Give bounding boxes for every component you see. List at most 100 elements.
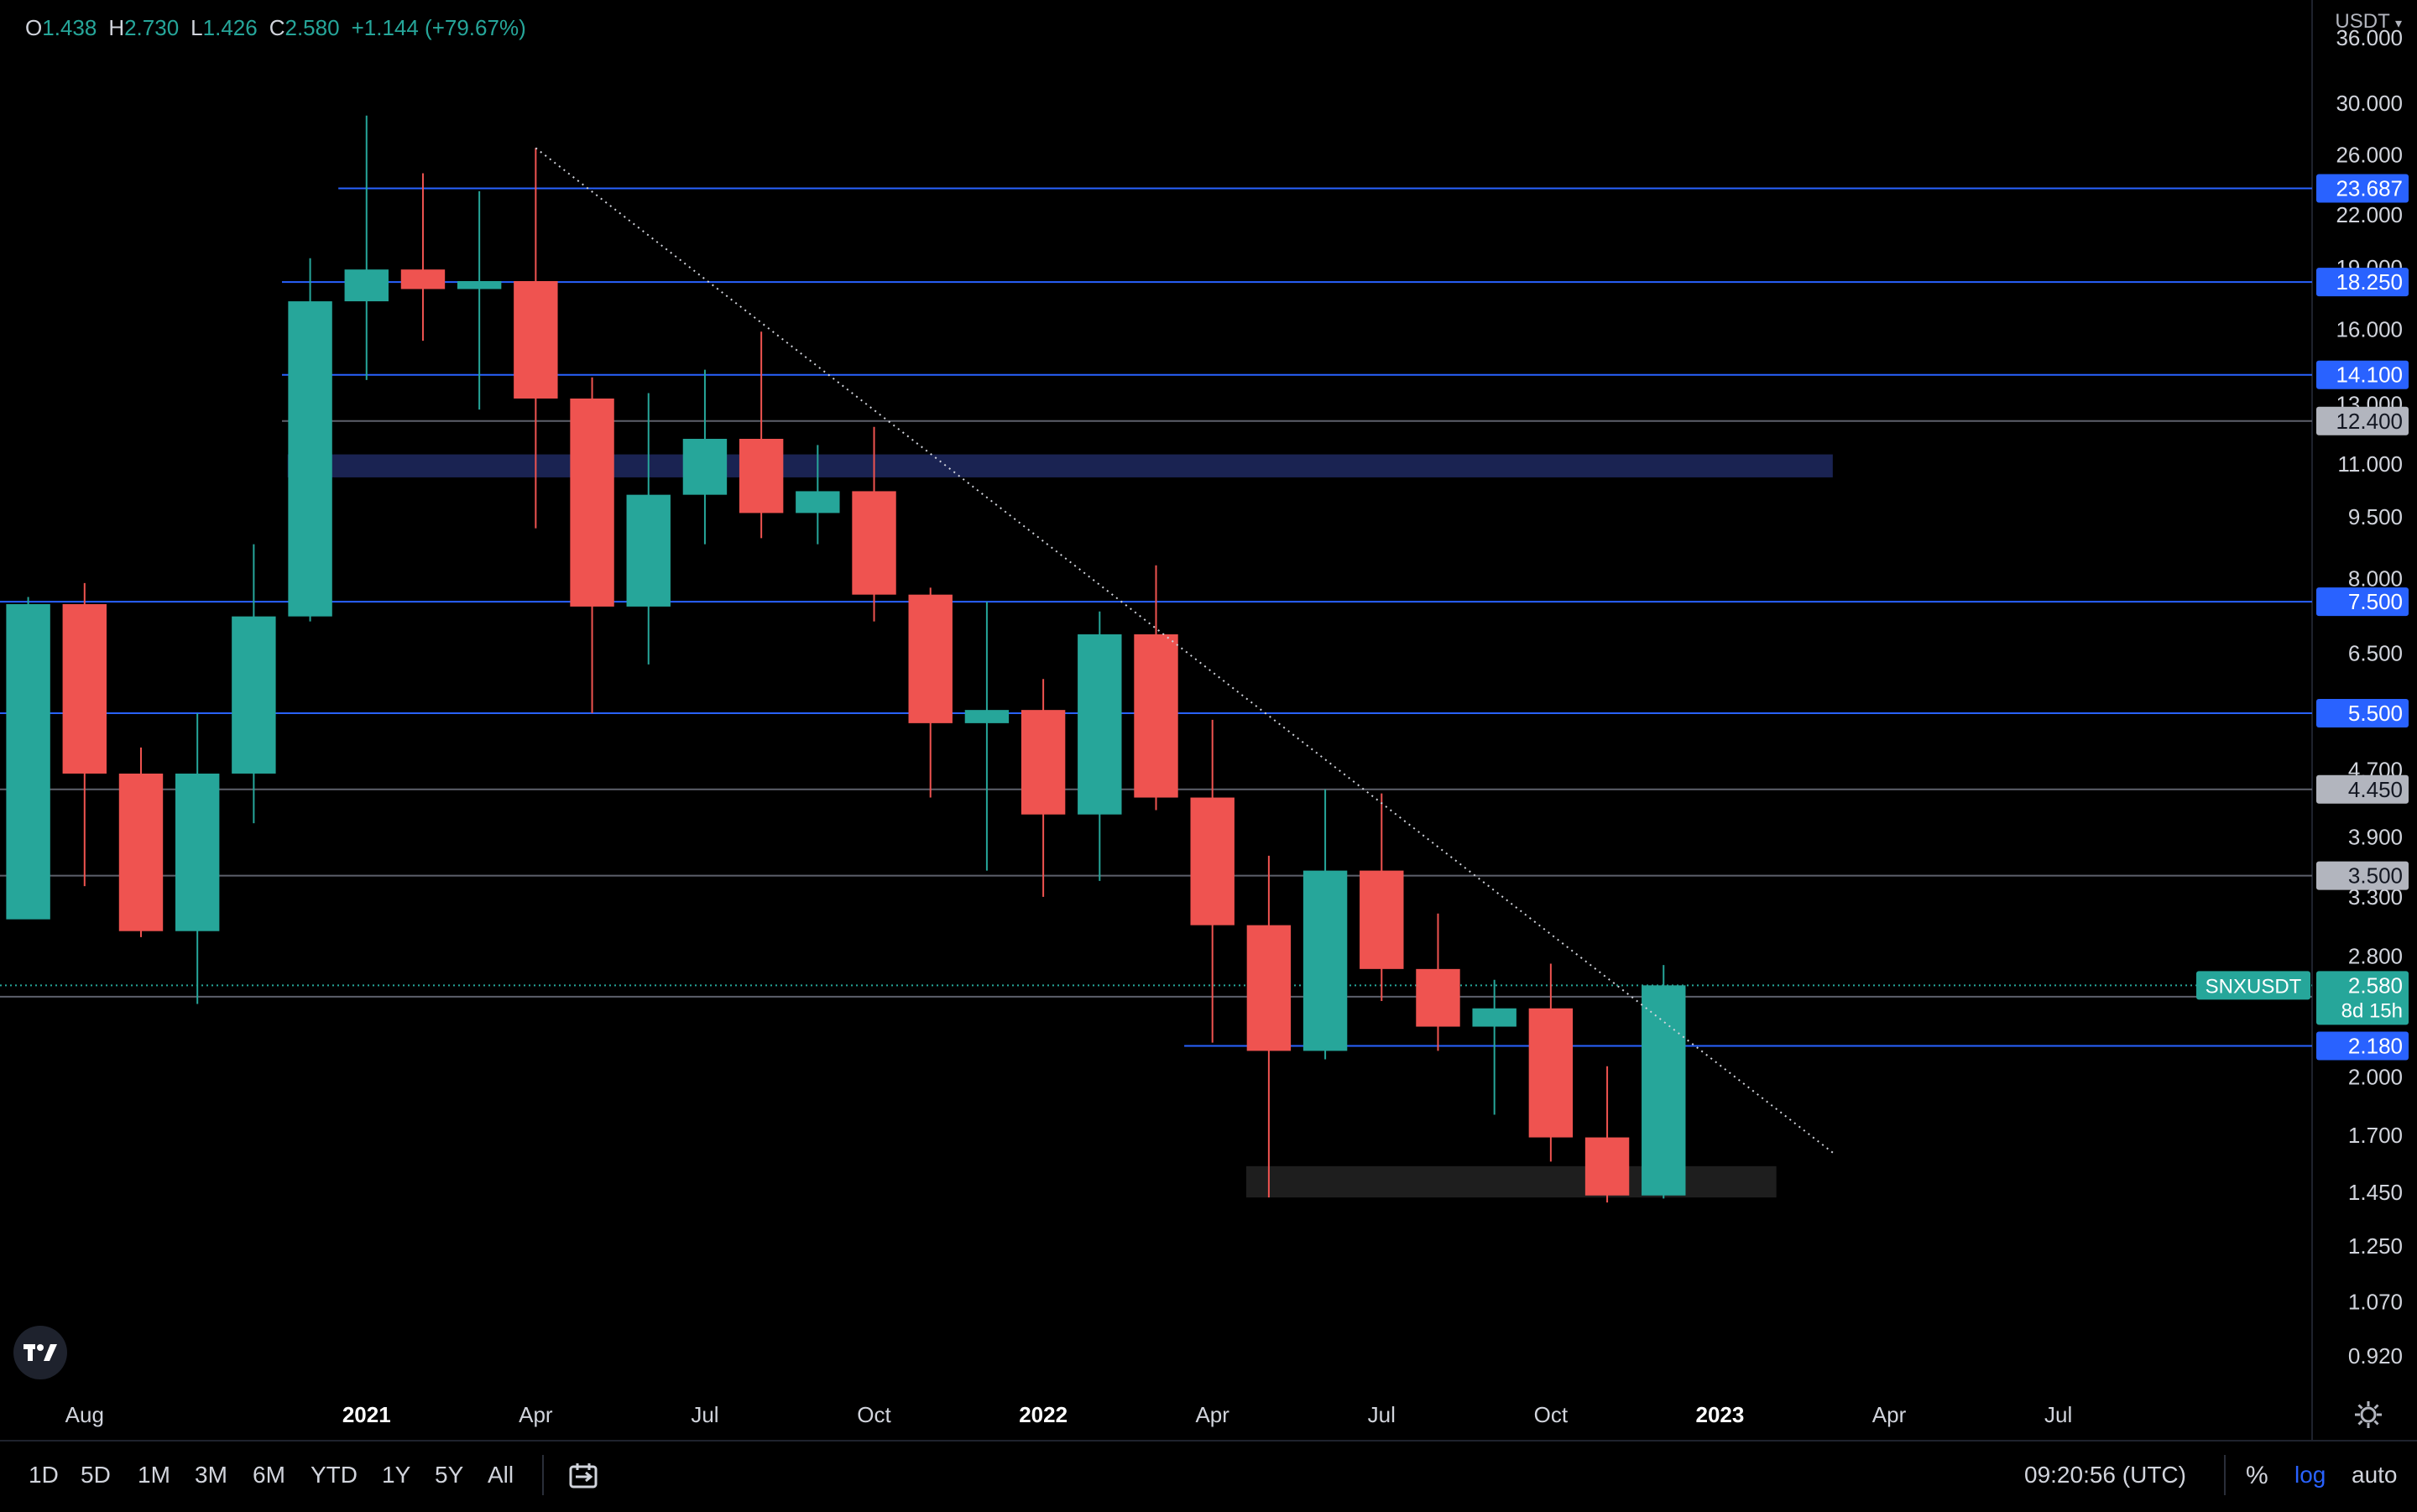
level-price-label: 18.250: [2336, 269, 2403, 295]
y-tick-label: 1.070: [2348, 1289, 2403, 1314]
ohlc-value: 2.730: [124, 15, 180, 40]
candle-body: [1078, 633, 1122, 815]
y-tick-label: 9.500: [2348, 504, 2403, 529]
y-tick-label: 0.920: [2348, 1343, 2403, 1369]
y-tick-label: 3.900: [2348, 824, 2403, 849]
y-tick-label: 2.000: [2348, 1064, 2403, 1089]
level-price-label: 2.180: [2348, 1033, 2403, 1058]
y-tick-label: 26.000: [2336, 143, 2403, 168]
ohlc-value: 2.580: [285, 15, 340, 40]
y-tick-label: 2.800: [2348, 943, 2403, 968]
candle-body: [1134, 633, 1178, 798]
ohlc-key: H: [108, 15, 125, 40]
level-price-badge: [2316, 699, 2409, 728]
level-price-badge: [2316, 406, 2409, 435]
zone-rect: [1246, 1165, 1777, 1198]
settings-gear-icon[interactable]: [2353, 1400, 2383, 1430]
x-tick-label: 2021: [342, 1402, 391, 1427]
candle-body: [1528, 1008, 1574, 1138]
utc-clock[interactable]: 09:20:56 (UTC): [2024, 1462, 2186, 1488]
last-price-value: 2.580: [2348, 972, 2403, 998]
candle-body: [1190, 797, 1235, 925]
ohlc-legend: O1.438 H2.730 L1.426 C2.580 +1.144 (+79.67%): [25, 15, 538, 41]
symbol-badge: [2196, 971, 2310, 1000]
timeframe-3m[interactable]: 3M: [195, 1462, 227, 1488]
candle-body: [344, 269, 389, 302]
date-range-calendar-icon[interactable]: [569, 1462, 599, 1490]
level-price-label: 14.100: [2336, 362, 2403, 388]
symbol-label: SNXUSDT: [2206, 975, 2302, 998]
level-price-badge: [2316, 774, 2409, 804]
timeframe-1d[interactable]: 1D: [29, 1462, 59, 1488]
level-price-badge: [2316, 587, 2409, 617]
timeframe-5d[interactable]: 5D: [81, 1462, 111, 1488]
x-tick-label: 2022: [1019, 1402, 1068, 1427]
candle-body: [796, 491, 840, 514]
x-tick-label: Oct: [857, 1402, 891, 1427]
candle-body: [457, 281, 502, 289]
level-price-badge: [2316, 268, 2409, 297]
timeframe-1y[interactable]: 1Y: [382, 1462, 411, 1488]
y-tick-label: 8.000: [2348, 566, 2403, 592]
timeframe-ytd[interactable]: YTD: [311, 1462, 358, 1488]
y-tick-label: 16.000: [2336, 317, 2403, 342]
candle-body: [1642, 985, 1686, 1196]
candle-body: [1021, 710, 1066, 815]
level-price-label: 5.500: [2348, 701, 2403, 726]
level-price-label: 12.400: [2336, 409, 2403, 434]
x-tick-label: Apr: [1195, 1402, 1229, 1427]
ohlc-value: +1.144 (+79.67%): [351, 15, 526, 40]
percent-scale-toggle[interactable]: %: [2246, 1462, 2268, 1489]
bottom-toolbar: 1D 5D 1M 3M 6M YTD 1Y 5Y All 09:20:56 (U…: [0, 1440, 2417, 1512]
level-price-badge: [2316, 174, 2409, 203]
x-tick-label: 2023: [1696, 1402, 1745, 1427]
zone-rect: [287, 454, 1833, 477]
ohlc-key: O: [25, 15, 43, 40]
candle-body: [1302, 870, 1348, 1051]
y-tick-label: 1.450: [2348, 1180, 2403, 1205]
log-scale-toggle[interactable]: log: [2294, 1462, 2326, 1488]
y-tick-label: 11.000: [2337, 451, 2403, 477]
candle-body: [570, 398, 614, 607]
level-price-label: 3.500: [2348, 863, 2403, 889]
chevron-down-icon: ▾: [2394, 17, 2402, 31]
price-chart[interactable]: 36.00030.00026.00022.00019.00016.00013.0…: [0, 0, 2417, 1440]
level-price-label: 4.450: [2348, 777, 2403, 802]
candle-body: [232, 616, 276, 774]
toolbar-divider: [2224, 1455, 2226, 1495]
y-tick-label: 6.500: [2348, 640, 2403, 665]
x-tick-label: Jul: [2044, 1402, 2072, 1427]
level-price-badge: [2316, 360, 2409, 389]
level-price-badge: [2316, 1031, 2409, 1061]
x-tick-label: Aug: [65, 1402, 104, 1427]
auto-scale-toggle[interactable]: auto: [2352, 1462, 2398, 1488]
x-tick-label: Jul: [691, 1402, 718, 1427]
candle-body: [118, 773, 164, 931]
candle-body: [514, 281, 558, 399]
ohlc-key: C: [269, 15, 285, 40]
timeframe-6m[interactable]: 6M: [253, 1462, 285, 1488]
level-price-badge: [2316, 861, 2409, 890]
tradingview-logo-icon[interactable]: [13, 1326, 67, 1379]
candle-countdown: 8d 15h: [2341, 999, 2403, 1022]
x-tick-label: Oct: [1534, 1402, 1569, 1427]
x-tick-label: Apr: [519, 1402, 553, 1427]
timeframe-1m[interactable]: 1M: [138, 1462, 170, 1488]
candle-body: [1584, 1137, 1630, 1196]
candle-body: [682, 439, 728, 495]
toolbar-divider: [542, 1455, 544, 1495]
candle-body: [852, 491, 896, 595]
candle-body: [908, 594, 953, 723]
level-price-label: 23.687: [2336, 175, 2403, 201]
candle-body: [739, 439, 784, 514]
ohlc-value: 1.438: [42, 15, 97, 40]
y-tick-label: 36.000: [2336, 25, 2403, 50]
ohlc-value: 1.426: [202, 15, 258, 40]
currency-selector[interactable]: USDT ▾: [2335, 10, 2402, 34]
y-tick-label: 30.000: [2336, 91, 2403, 116]
candle-body: [1246, 925, 1292, 1051]
y-tick-label: 1.250: [2348, 1233, 2403, 1259]
timeframe-all[interactable]: All: [488, 1462, 514, 1488]
timeframe-5y[interactable]: 5Y: [435, 1462, 464, 1488]
candle-body: [1416, 968, 1460, 1027]
